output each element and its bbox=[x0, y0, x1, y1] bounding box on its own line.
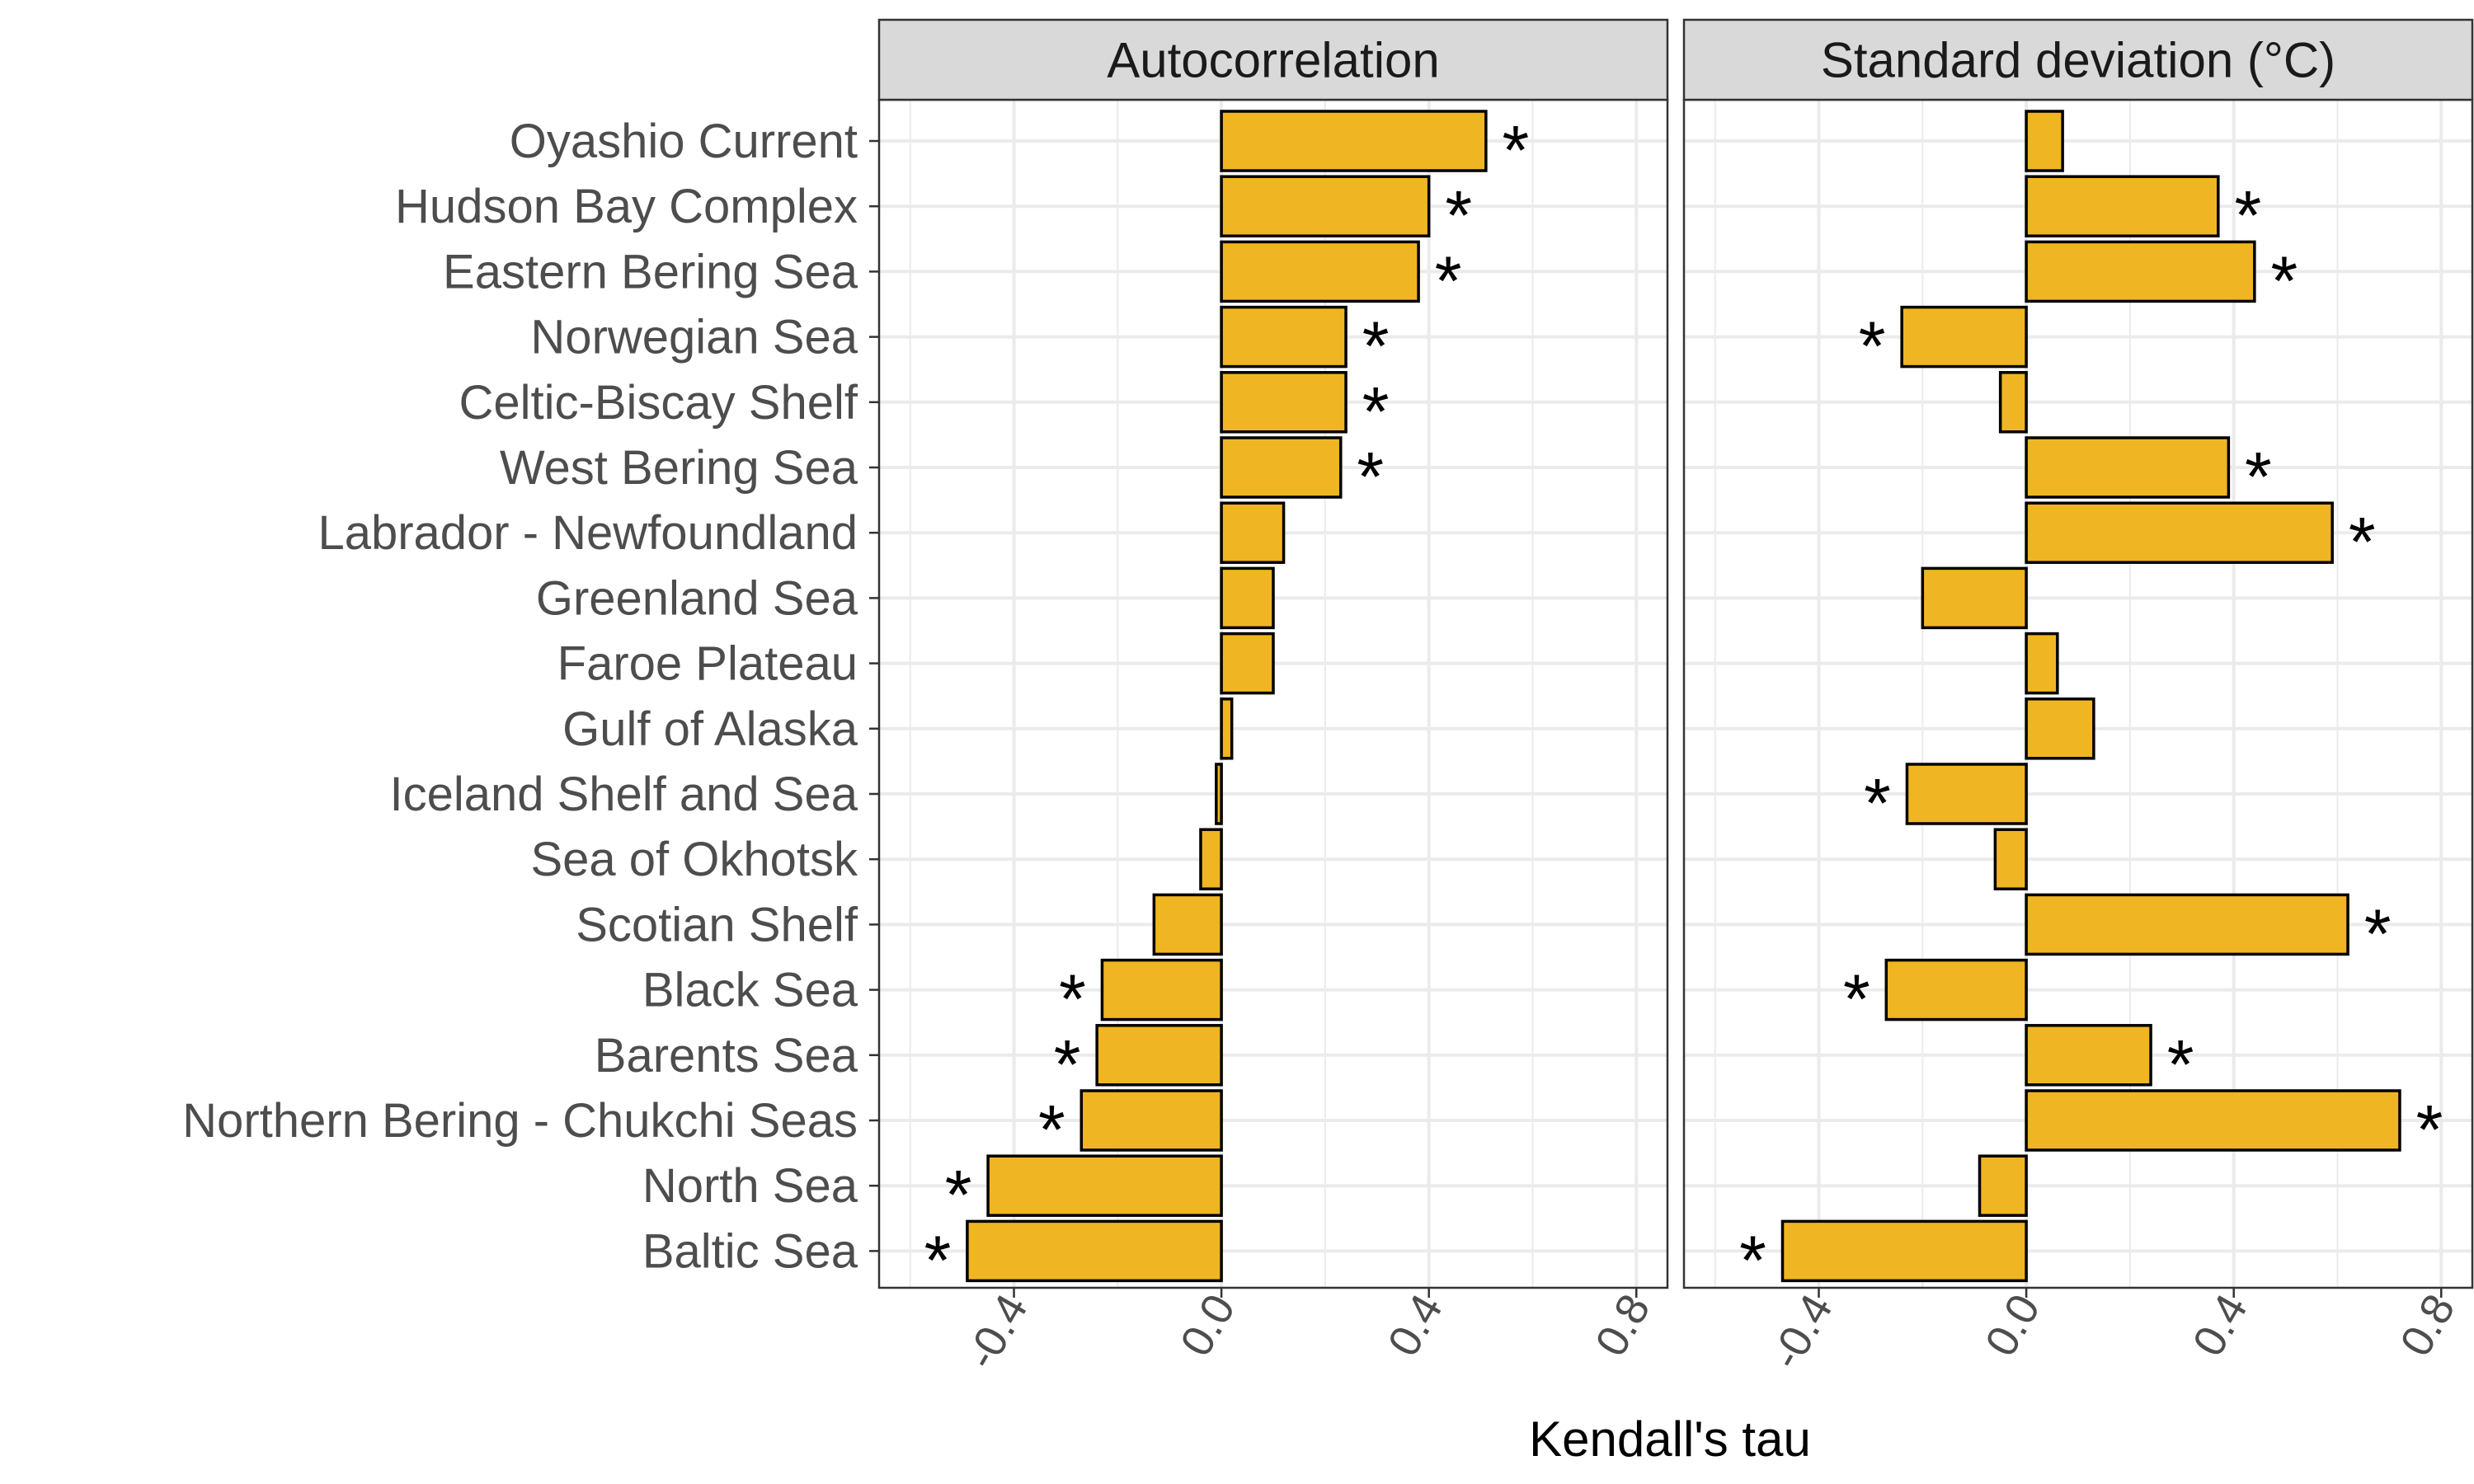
y-tick-label: Black Sea bbox=[642, 964, 858, 1017]
bar bbox=[1152, 893, 1223, 956]
bar bbox=[2025, 175, 2220, 237]
y-tick-label: Iceland Shelf and Sea bbox=[389, 768, 858, 821]
bar bbox=[1900, 305, 2028, 369]
bar bbox=[1780, 1219, 2028, 1283]
bar bbox=[1215, 763, 1223, 825]
bar bbox=[1921, 566, 2028, 630]
significance-star: * bbox=[1843, 960, 1870, 1038]
y-tick-label: Northern Bering - Chukchi Seas bbox=[182, 1094, 858, 1148]
significance-star: * bbox=[1503, 111, 1530, 189]
significance-star: * bbox=[924, 1221, 952, 1298]
significance-star: * bbox=[2364, 895, 2392, 972]
bar bbox=[1100, 958, 1223, 1021]
y-tick-label: North Sea bbox=[642, 1159, 858, 1213]
y-tick-label: Norwegian Sea bbox=[530, 311, 858, 364]
bar bbox=[1220, 240, 1420, 303]
bar bbox=[1978, 1154, 2028, 1217]
bar bbox=[1220, 110, 1488, 172]
significance-star: * bbox=[1859, 308, 1886, 385]
bar bbox=[1220, 632, 1275, 695]
significance-star: * bbox=[1864, 764, 1891, 842]
significance-star: * bbox=[1445, 176, 1472, 254]
region-labels: Oyashio Current Hudson Bay Complex Eastern… bbox=[182, 115, 879, 1278]
significance-star: * bbox=[1362, 373, 1390, 450]
bar bbox=[1199, 828, 1223, 890]
facet-title: Standard deviation (°C) bbox=[1821, 33, 2335, 88]
bar bbox=[966, 1219, 1223, 1283]
x-axis-title: Kendall's tau bbox=[1529, 1411, 1811, 1467]
significance-star: * bbox=[1435, 242, 1462, 319]
significance-star: * bbox=[1357, 438, 1384, 515]
bar bbox=[1220, 305, 1348, 369]
significance-star: * bbox=[1059, 960, 1086, 1038]
bar bbox=[1993, 828, 2028, 890]
facet-strip bbox=[1682, 18, 2474, 101]
significance-star: * bbox=[1362, 308, 1390, 385]
significance-star: * bbox=[2349, 503, 2376, 580]
y-tick-label: Celtic-Biscay Shelf bbox=[459, 376, 858, 430]
bar bbox=[2025, 501, 2334, 564]
bar bbox=[2025, 632, 2059, 695]
bar bbox=[1220, 175, 1431, 237]
y-tick-label: West Bering Sea bbox=[500, 441, 858, 495]
facet-strip bbox=[877, 18, 1669, 101]
bar bbox=[1220, 697, 1234, 760]
significance-star: * bbox=[1054, 1026, 1081, 1103]
y-tick-label: Eastern Bering Sea bbox=[443, 245, 858, 298]
y-tick-label: Barents Sea bbox=[595, 1029, 858, 1082]
facet-title: Autocorrelation bbox=[1107, 33, 1440, 88]
bar bbox=[1220, 566, 1275, 630]
bar bbox=[986, 1154, 1223, 1217]
bar bbox=[1905, 763, 2028, 825]
bar bbox=[1079, 1089, 1223, 1152]
bar bbox=[1884, 958, 2028, 1021]
bar bbox=[1220, 501, 1286, 564]
bar bbox=[2025, 893, 2349, 956]
significance-star: * bbox=[2416, 1091, 2443, 1168]
significance-star: * bbox=[1739, 1221, 1766, 1298]
y-tick-label: Sea of Okhotsk bbox=[530, 833, 858, 886]
y-tick-label: Baltic Sea bbox=[642, 1224, 858, 1278]
bar bbox=[2025, 1024, 2152, 1087]
y-tick-label: Greenland Sea bbox=[536, 571, 858, 625]
y-tick-label: Oyashio Current bbox=[510, 115, 858, 168]
significance-star: * bbox=[2270, 242, 2298, 319]
bar bbox=[1220, 436, 1343, 499]
bar bbox=[1095, 1024, 1223, 1087]
bar bbox=[1998, 371, 2028, 434]
bar bbox=[2025, 697, 2095, 760]
y-tick-label: Labrador - Newfoundland bbox=[317, 506, 858, 560]
y-tick-label: Gulf of Alaska bbox=[562, 702, 858, 756]
bar bbox=[2025, 110, 2064, 172]
y-tick-label: Faroe Plateau bbox=[557, 637, 858, 691]
bar bbox=[1220, 371, 1348, 434]
bar bbox=[2025, 240, 2256, 303]
y-tick-label: Hudson Bay Complex bbox=[395, 180, 858, 233]
bar bbox=[2025, 1089, 2401, 1152]
facet-panel: ***********Standard deviation (°C)-0.4 0.… bbox=[1682, 18, 2474, 1378]
y-tick-label: Scotian Shelf bbox=[576, 898, 858, 951]
bar bbox=[2025, 436, 2231, 499]
